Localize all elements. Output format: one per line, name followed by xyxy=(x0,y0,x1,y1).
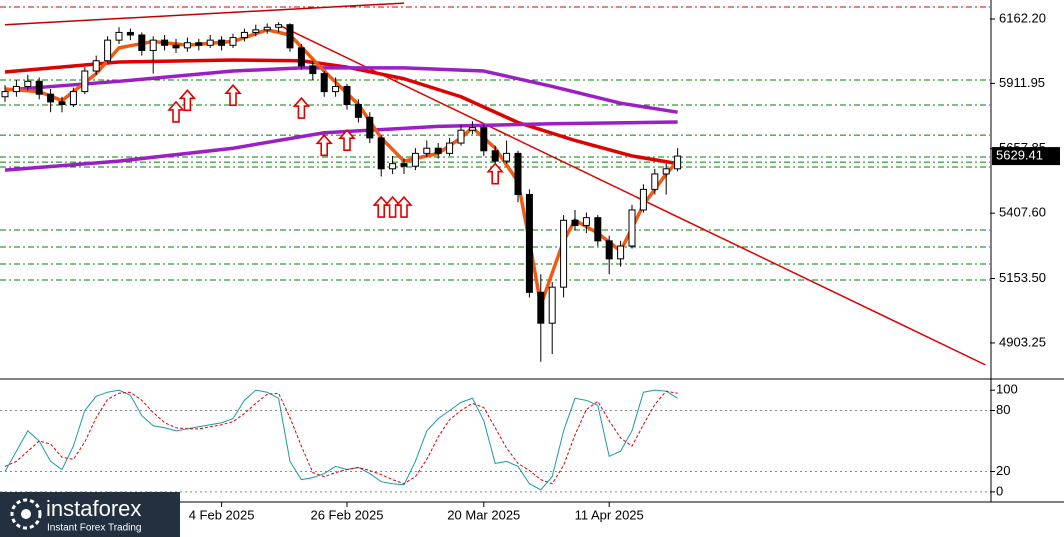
candle-body xyxy=(582,217,590,226)
candle-body xyxy=(81,70,89,93)
candle-body xyxy=(24,80,32,87)
candle-body xyxy=(605,240,613,260)
y-tick-label: 4903.25 xyxy=(999,334,1046,349)
stoch-tick-label: 20 xyxy=(996,463,1010,478)
candle-body xyxy=(218,39,226,46)
candle-body xyxy=(457,129,465,144)
signal-arrow xyxy=(395,195,413,218)
x-tick-label: 11 Apr 2025 xyxy=(575,507,644,522)
y-tick-label: 5153.50 xyxy=(999,270,1046,285)
candle-body xyxy=(229,37,237,46)
x-tick-label: 4 Feb 2025 xyxy=(189,507,255,522)
candle-body xyxy=(354,103,362,118)
last-price-box xyxy=(992,147,1060,166)
candle-body xyxy=(104,39,112,62)
candle-body xyxy=(126,31,134,36)
candle-body xyxy=(651,173,659,190)
signal-arrow xyxy=(167,100,185,123)
candle-body xyxy=(12,85,20,93)
candle-body xyxy=(491,150,499,162)
candle-body xyxy=(240,31,248,39)
signal-arrow xyxy=(315,134,333,157)
candle-body xyxy=(115,31,123,41)
logo-tagline: Instant Forex Trading xyxy=(47,523,142,534)
candle-body xyxy=(628,209,636,247)
candle-body xyxy=(594,217,602,242)
y-tick-label: 5911.95 xyxy=(999,75,1045,90)
candle-body xyxy=(468,127,476,131)
candle-body xyxy=(320,73,328,93)
candle-body xyxy=(161,39,169,46)
candle-body xyxy=(662,168,670,175)
y-tick-label: 5407.60 xyxy=(999,205,1046,220)
candle-body xyxy=(446,142,454,154)
signal-arrow xyxy=(338,128,356,152)
candle-body xyxy=(366,116,374,139)
y-tick-label: 6162.20 xyxy=(999,10,1046,25)
candle-body xyxy=(525,194,533,293)
trendline xyxy=(4,2,405,26)
candle-body xyxy=(480,127,488,152)
candle-body xyxy=(252,29,260,33)
indicator-line xyxy=(4,120,678,172)
candle-body xyxy=(400,163,408,167)
candle-body xyxy=(297,47,305,67)
candle-body xyxy=(47,93,55,103)
stoch-line xyxy=(4,389,678,491)
x-tick-label: 20 Mar 2025 xyxy=(447,507,520,522)
candle-body xyxy=(35,80,43,95)
stoch-line xyxy=(4,390,678,485)
signal-arrow xyxy=(486,162,504,185)
logo: instaforex Instant Forex Trading xyxy=(0,492,180,537)
candle-body xyxy=(548,286,556,324)
candle-body xyxy=(263,26,271,31)
signal-arrow xyxy=(178,89,197,112)
candle-body xyxy=(69,91,77,105)
candle-body xyxy=(195,42,203,46)
candle-body xyxy=(514,152,522,196)
candle-body xyxy=(58,101,66,105)
candle-body xyxy=(286,24,294,49)
candle-body xyxy=(149,39,157,51)
signal-arrow xyxy=(224,83,242,106)
stoch-tick-label: 100 xyxy=(996,382,1018,397)
stoch-tick-label: 80 xyxy=(996,402,1010,417)
candle-body xyxy=(503,152,511,162)
candle-body xyxy=(423,147,431,154)
candle-body xyxy=(332,85,340,93)
candle-body xyxy=(1,91,9,98)
candle-body xyxy=(92,60,100,72)
logo-icon-center xyxy=(21,509,31,519)
candle-body xyxy=(537,291,545,324)
x-tick-label: 26 Feb 2025 xyxy=(310,507,383,522)
candle-body xyxy=(138,34,146,51)
candle-body xyxy=(183,42,191,49)
indicator-line xyxy=(4,58,678,166)
logo-name: instaforex xyxy=(46,496,141,521)
candle-body xyxy=(309,65,317,75)
candle-body xyxy=(172,44,180,49)
candle-body xyxy=(389,163,397,170)
stoch-tick-label: 0 xyxy=(996,483,1003,498)
candle-body xyxy=(411,152,419,167)
signal-arrow xyxy=(292,96,311,119)
candle-body xyxy=(343,85,351,105)
candle-body xyxy=(434,147,442,154)
candle-body xyxy=(674,155,682,170)
candle-body xyxy=(275,24,283,28)
candle-body xyxy=(571,219,579,226)
candle-body xyxy=(560,219,568,288)
trendline xyxy=(278,24,986,366)
candle-body xyxy=(206,39,214,46)
logo-icon xyxy=(10,498,42,530)
candle-body xyxy=(377,137,385,170)
candle-body xyxy=(639,188,647,211)
indicator-line xyxy=(4,66,678,114)
candle-body xyxy=(617,245,625,260)
last-price-label: 5629.41 xyxy=(996,148,1043,163)
